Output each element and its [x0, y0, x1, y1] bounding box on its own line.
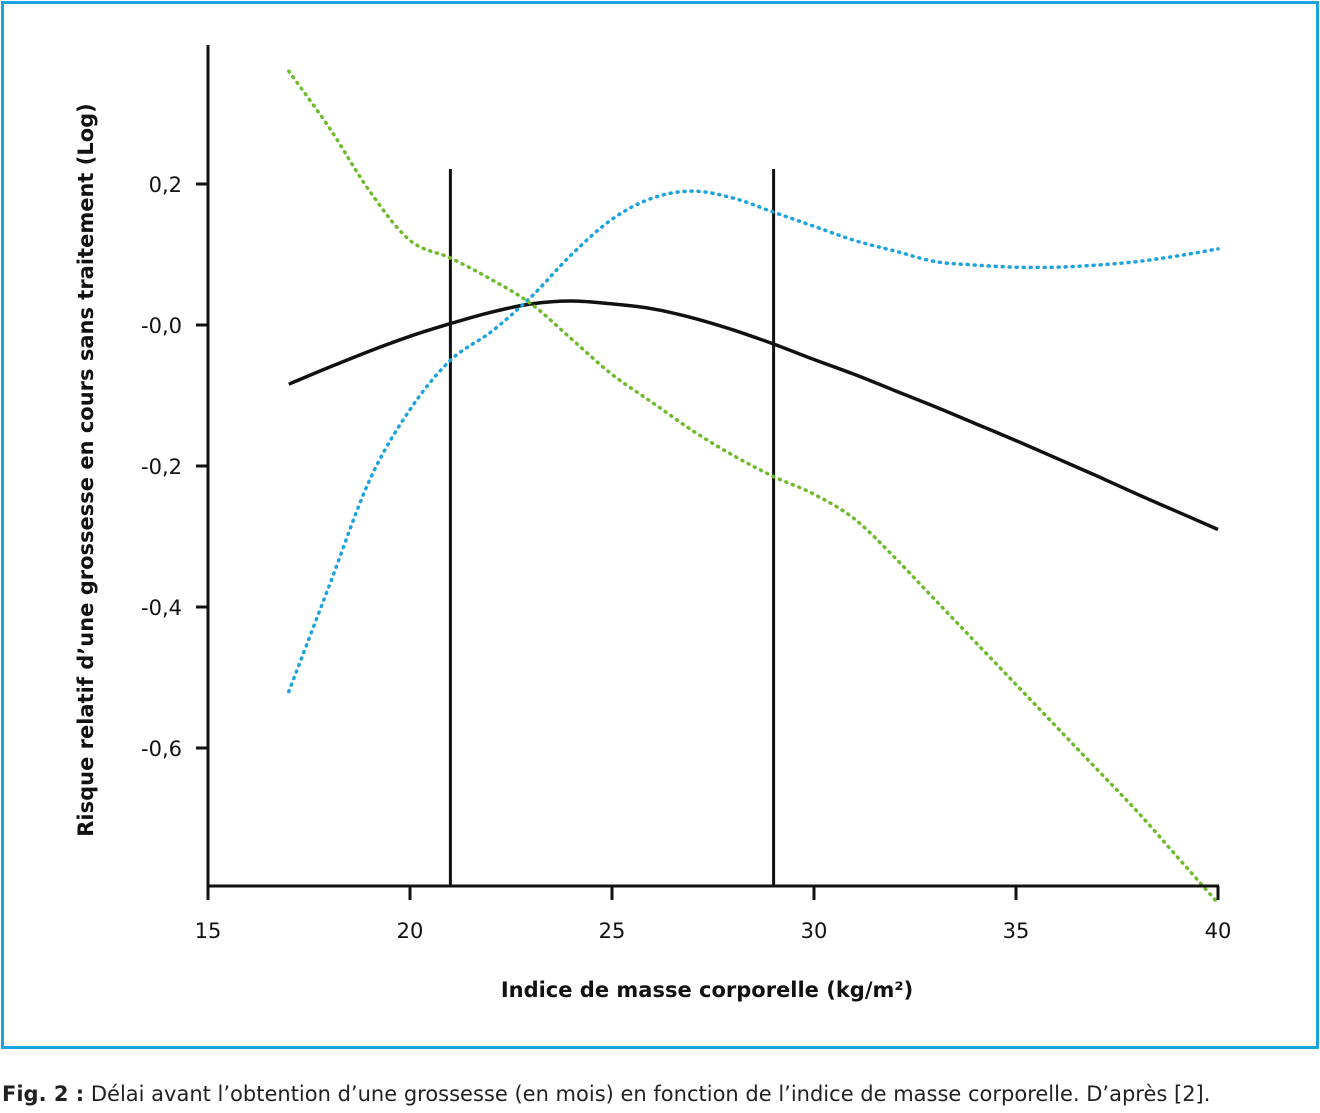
y-tick-label: -0,0: [141, 314, 182, 338]
x-tick-label: 30: [801, 919, 828, 943]
y-axis-title: Risque relatif d’une grossesse en cours …: [74, 103, 98, 837]
y-tick-label: -0,6: [141, 737, 182, 761]
series-line-blue: [287, 189, 1220, 694]
series-line-green: [287, 69, 1220, 905]
x-tick-label: 25: [599, 919, 626, 943]
y-tick-label: -0,4: [141, 596, 182, 620]
reference-lines: [448, 169, 776, 886]
y-tick-label: -0,2: [141, 455, 182, 479]
x-tick-label: 40: [1205, 919, 1232, 943]
figure-caption: Fig. 2 : Délai avant l’obtention d’une g…: [2, 1082, 1318, 1106]
line-chart: 15 20 25 30 35 40 0,2 -0,0 -0,2 -0,4 -0,6 Indice d…: [74, 45, 1231, 1002]
x-tick-label: 35: [1003, 919, 1030, 943]
x-tick-label: 15: [195, 919, 222, 943]
caption-text: Délai avant l’obtention d’une grossesse …: [84, 1082, 1211, 1106]
series-line-black: [288, 299, 1219, 532]
caption-label: Fig. 2 :: [2, 1082, 85, 1106]
ticks: 15 20 25 30 35 40 0,2 -0,0 -0,2 -0,4 -0,6: [141, 173, 1231, 943]
x-tick-label: 20: [397, 919, 424, 943]
figure-frame: [1, 1, 1319, 1049]
x-axis-title: Indice de masse corporelle (kg/m²): [501, 978, 913, 1002]
axes: [206, 45, 1219, 888]
y-tick-label: 0,2: [149, 173, 182, 197]
series-layer: [287, 69, 1220, 905]
